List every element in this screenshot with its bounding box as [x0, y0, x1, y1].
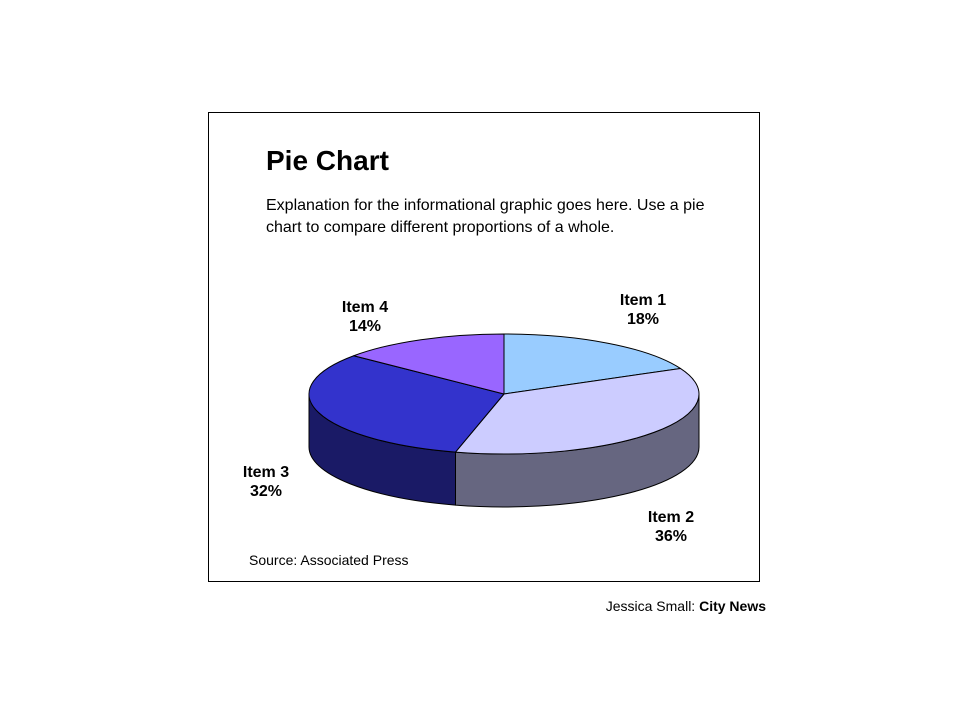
slice-label-3: Item 3: [243, 464, 289, 481]
slice-value-label-1: 18%: [627, 311, 659, 328]
chart-explanation: Explanation for the informational graphi…: [266, 197, 705, 236]
byline-organization: City News: [699, 598, 766, 614]
pie-slice-2: [455, 367, 700, 455]
pie-slice-4: [353, 333, 505, 395]
chart-title: Pie Chart: [266, 145, 389, 176]
slice-label-1: Item 1: [620, 292, 666, 309]
pie-slice-1: [503, 333, 681, 395]
byline-author: Jessica Small:: [605, 598, 696, 614]
pie-chart: Item 1 18% Item 2 36% Item 3 32% Item 4 14%: [243, 292, 700, 545]
slice-value-label-3: 32%: [250, 483, 282, 500]
slice-label-2: Item 2: [648, 509, 694, 526]
slice-value-label-2: 36%: [655, 528, 687, 545]
chart-frame: Pie Chart Explanation for the informatio…: [208, 112, 760, 582]
slice-value-label-4: 14%: [349, 318, 381, 335]
byline: Jessica Small: City News: [606, 598, 766, 614]
slice-label-4: Item 4: [342, 299, 388, 316]
pie-slice-3: [308, 355, 505, 453]
chart-source: Source: Associated Press: [249, 552, 409, 568]
